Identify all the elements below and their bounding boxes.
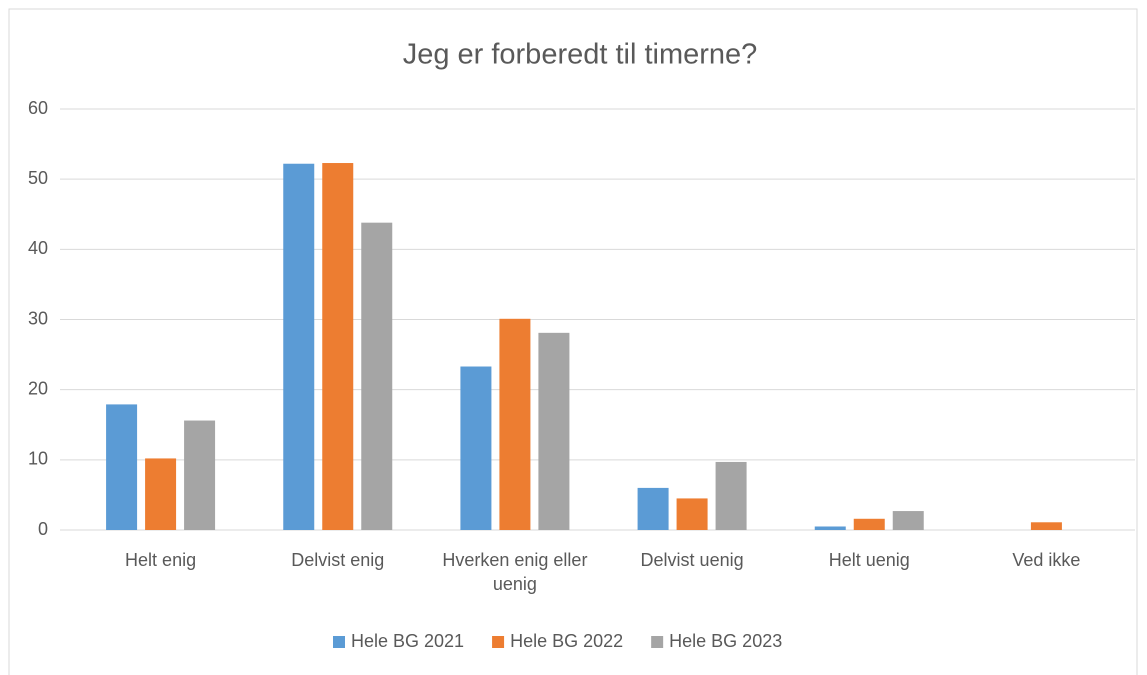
chart-title: Jeg er forberedt til timerne? <box>403 39 758 71</box>
y-tick-label: 20 <box>28 378 48 398</box>
x-tick-label: Helt uenig <box>828 550 910 570</box>
bar <box>106 404 138 530</box>
bar <box>814 526 846 530</box>
bar <box>637 487 669 530</box>
x-tick-label: Ved ikke <box>1012 550 1081 570</box>
bar <box>715 461 747 530</box>
legend-swatch <box>651 636 664 648</box>
bar <box>322 163 354 531</box>
x-tick-label: Hverken enig eller uenig <box>442 550 588 594</box>
y-tick-label: 40 <box>28 238 48 258</box>
bar <box>184 420 216 530</box>
bar <box>499 318 531 530</box>
y-tick-label: 0 <box>38 519 48 539</box>
bar <box>283 163 315 531</box>
bar <box>853 518 885 530</box>
legend-swatch <box>333 636 345 648</box>
y-tick-label: 60 <box>28 98 48 118</box>
x-tick-label: Helt enig <box>125 550 197 570</box>
bar <box>145 458 177 530</box>
x-tick-label: Delvist enig <box>291 550 385 570</box>
x-tick-label: Delvist uenig <box>640 550 744 570</box>
bar <box>676 498 708 530</box>
legend-label: Hele BG 2022 <box>510 631 623 651</box>
legend-swatch <box>492 636 505 648</box>
y-tick-label: 50 <box>28 168 48 188</box>
y-tick-label: 30 <box>28 308 48 328</box>
chart-border <box>8 8 1138 675</box>
bar <box>460 366 492 530</box>
legend-label: Hele BG 2021 <box>351 631 464 651</box>
bar <box>892 511 924 530</box>
legend-label: Hele BG 2023 <box>669 631 782 651</box>
bar <box>361 222 393 531</box>
bar <box>538 332 570 530</box>
bar <box>1030 522 1062 530</box>
y-tick-label: 10 <box>28 449 48 469</box>
